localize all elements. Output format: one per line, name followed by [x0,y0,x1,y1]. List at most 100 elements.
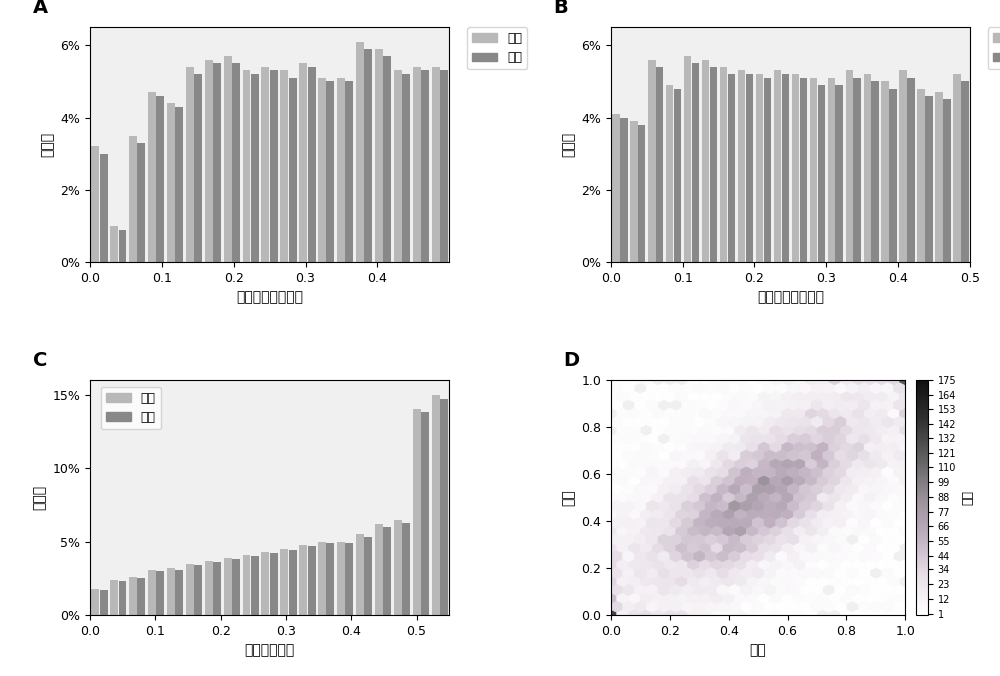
Bar [345,543,353,615]
Bar [175,107,183,262]
Bar [100,590,108,615]
Bar [289,78,297,262]
Bar [917,89,925,262]
Bar [720,67,727,262]
Bar [413,409,421,615]
Bar [280,70,288,262]
Bar [818,85,825,262]
Bar [800,78,807,262]
Bar [318,78,326,262]
Bar [402,74,410,262]
Bar [137,579,145,615]
Bar [738,70,745,262]
Bar [308,67,316,262]
Bar [326,543,334,615]
Bar [110,580,118,615]
Bar [186,564,194,615]
Bar [148,570,156,615]
Bar [402,523,410,615]
Legend: 温带, 热带: 温带, 热带 [467,27,527,70]
Bar [421,412,429,615]
Bar [383,56,391,262]
Bar [100,153,108,262]
Bar [710,67,717,262]
Bar [129,577,137,615]
Bar [871,81,879,262]
Legend: 温带, 热带: 温带, 热带 [101,387,161,429]
Bar [137,143,145,262]
Text: D: D [564,351,580,370]
Bar [91,147,99,262]
Bar [270,70,278,262]
Bar [440,399,448,615]
Bar [925,96,933,262]
Bar [326,81,334,262]
Bar [308,546,316,615]
Bar [243,555,250,615]
Bar [728,74,735,262]
Bar [356,534,364,615]
Bar [337,78,345,262]
Bar [684,56,691,262]
Bar [119,230,126,262]
Bar [899,70,907,262]
Text: B: B [553,0,568,17]
Bar [943,99,951,262]
Bar [835,85,843,262]
Bar [666,85,673,262]
Y-axis label: 温带: 温带 [562,489,576,506]
Bar [194,565,202,615]
Text: C: C [33,351,47,370]
Bar [299,64,307,262]
X-axis label: 最小等位基因频率: 最小等位基因频率 [757,291,824,305]
Bar [91,589,99,615]
Bar [110,226,118,262]
Bar [289,550,297,615]
Bar [630,121,638,262]
Bar [692,64,699,262]
Bar [232,559,240,615]
Bar [612,114,620,262]
Bar [907,78,915,262]
Y-axis label: 百分数: 百分数 [33,485,47,510]
Bar [394,520,402,615]
Bar [702,59,709,262]
Bar [261,552,269,615]
Bar [345,81,353,262]
Bar [243,70,250,262]
X-axis label: 多态信息含量: 多态信息含量 [244,644,295,658]
Bar [620,118,628,262]
Bar [638,125,645,262]
Bar [432,395,440,615]
Bar [167,568,175,615]
Y-axis label: 百分数: 百分数 [562,132,576,158]
Bar [961,81,969,262]
Bar [224,56,232,262]
Bar [648,59,656,262]
Bar [421,70,429,262]
Bar [337,541,345,615]
Bar [156,571,164,615]
Bar [156,96,164,262]
Bar [205,59,213,262]
Bar [375,524,383,615]
Bar [261,67,269,262]
Bar [810,78,817,262]
Bar [232,64,240,262]
Bar [148,92,156,262]
Bar [251,556,259,615]
Bar [175,570,183,615]
Bar [846,70,853,262]
Bar [251,74,259,262]
Bar [213,64,221,262]
Bar [656,67,663,262]
Bar [356,41,364,262]
Bar [881,81,889,262]
Bar [432,67,440,262]
Bar [853,78,861,262]
Bar [746,74,753,262]
Bar [935,92,943,262]
Bar [440,70,448,262]
Text: A: A [33,0,48,17]
Bar [756,74,763,262]
